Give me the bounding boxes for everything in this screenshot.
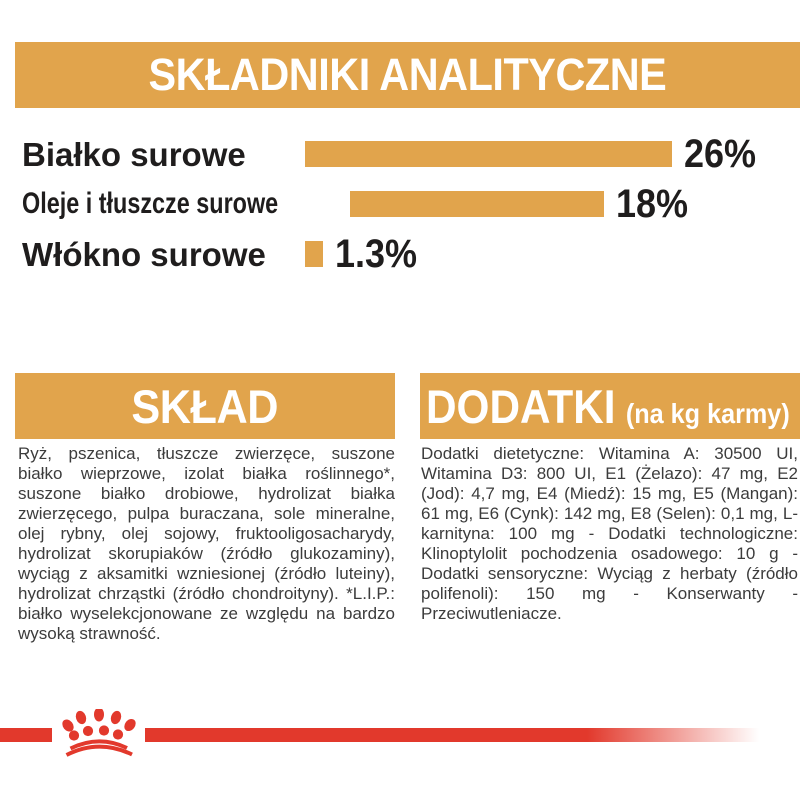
chart-row: Włókno surowe 1.3%: [0, 228, 800, 280]
footer-stripe-left: [0, 728, 52, 742]
additives-subtitle: (na kg karmy): [625, 397, 790, 429]
additives-title-group: DODATKI (na kg karmy): [426, 379, 790, 434]
additives-title: DODATKI: [426, 379, 616, 433]
chart-bar: [350, 191, 605, 217]
chart-bar: [305, 141, 672, 167]
chart-category-label: Włókno surowe: [22, 235, 266, 273]
composition-title: SKŁAD: [131, 379, 279, 433]
analytical-components-banner: SKŁADNIKI ANALITYCZNE: [15, 42, 800, 108]
royal-canin-crown-icon: [62, 709, 136, 757]
chart-value-label: 26%: [684, 132, 757, 176]
chart-category-label: Oleje i tłuszcze surowe: [22, 187, 279, 220]
additives-banner: DODATKI (na kg karmy): [420, 373, 800, 439]
chart-value-label: 1.3%: [335, 232, 418, 276]
composition-banner: SKŁAD: [15, 373, 395, 439]
chart-bar: [305, 241, 323, 267]
analytical-components-title: SKŁADNIKI ANALITYCZNE: [148, 49, 667, 100]
composition-text: Ryż, pszenica, tłuszcze zwierzęce, suszo…: [18, 444, 395, 643]
chart-row: Oleje i tłuszcze surowe 18%: [0, 178, 800, 230]
footer-stripe-right: [145, 728, 759, 742]
chart-value-label: 18%: [616, 182, 689, 226]
chart-category-label: Białko surowe: [22, 135, 246, 173]
chart-row: Białko surowe 26%: [0, 128, 800, 180]
additives-text: Dodatki dietetyczne: Witamina A: 30500 U…: [421, 444, 798, 623]
